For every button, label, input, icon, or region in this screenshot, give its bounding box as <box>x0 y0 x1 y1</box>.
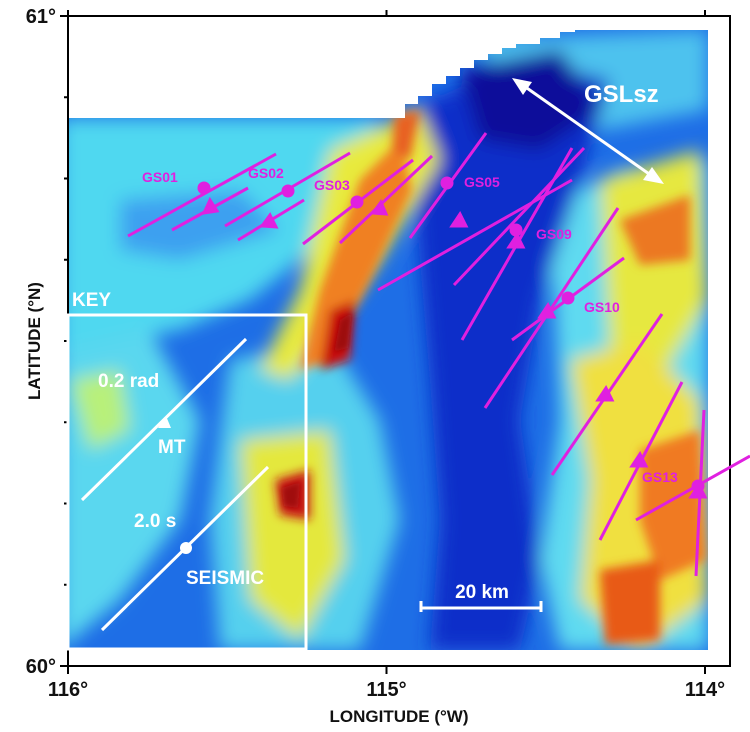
seismic-bar-gs01 <box>127 152 277 238</box>
key-seismic-value: 2.0 s <box>134 511 176 532</box>
mt-bar-gs03 <box>338 154 434 245</box>
seismic-dot-gs02 <box>281 184 295 198</box>
mt-triangle-station-e2 <box>629 451 649 468</box>
x-tick-label-0: 116° <box>48 679 88 701</box>
heatmap <box>68 30 708 650</box>
y-tick-label-0: 61° <box>26 6 56 28</box>
seismic-dot-gs03 <box>350 195 364 209</box>
mt-bar-gs10 <box>483 207 620 409</box>
mt-triangle-gs03 <box>370 198 389 216</box>
mt-triangle-gs13 <box>688 482 708 499</box>
gslsz-label: GSLsz <box>584 81 659 108</box>
station-markers: GS01 GS02 GS03 GS05 GS09 GS10 <box>127 132 750 577</box>
key-legend: KEY 0.2 rad MT 2.0 s SEISMIC <box>66 290 308 651</box>
mt-bar-gs05 <box>377 178 573 292</box>
seismic-bar-gs09 <box>452 146 586 287</box>
station-label-gs10: GS10 <box>584 299 620 315</box>
seismic-dot-gs09 <box>509 223 523 237</box>
gslsz-arrowhead-start <box>512 78 532 95</box>
gslsz-arrowhead-end <box>643 167 664 184</box>
scale-bar-label: 20 km <box>455 582 509 603</box>
key-seismic-label: SEISMIC <box>186 568 264 589</box>
mt-triangle-gs01 <box>201 196 220 215</box>
mt-triangle-gs02 <box>259 212 279 229</box>
x-tick-label-2: 114° <box>685 679 725 701</box>
gslsz-arrow <box>523 84 653 178</box>
station-label-gs02: GS02 <box>248 165 284 181</box>
mt-triangle-gs05 <box>449 211 469 228</box>
station-label-gs01: GS01 <box>142 169 178 185</box>
seismic-dot-gs05 <box>440 176 454 190</box>
key-seismic-dot <box>180 542 192 554</box>
mt-triangle-station-e1 <box>595 385 615 402</box>
key-box <box>66 313 308 651</box>
seismic-dot-gs01 <box>197 181 211 195</box>
gslsz-annotation: GSLsz <box>512 78 664 184</box>
station-label-gs09: GS09 <box>536 226 572 242</box>
x-tick-label-1: 115° <box>366 679 406 701</box>
key-mt-triangle <box>158 416 171 428</box>
station-label-gs03: GS03 <box>314 177 350 193</box>
tick-labels: 116° 115° 114° 61° 60° <box>26 6 725 701</box>
mt-triangle-gs09 <box>506 232 526 249</box>
key-mt-value: 0.2 rad <box>98 371 159 392</box>
key-mt-label: MT <box>158 437 186 458</box>
key-title: KEY <box>72 290 111 311</box>
station-label-gs05: GS05 <box>464 174 500 190</box>
mt-triangle-gs10 <box>537 302 557 319</box>
scale-bar: 20 km <box>419 582 543 612</box>
y-axis-label: LATITUDE (°N) <box>25 282 44 400</box>
y-tick-label-1: 60° <box>26 656 56 678</box>
seismic-dot-gs10 <box>561 291 575 305</box>
station-label-gs13: GS13 <box>642 469 678 485</box>
x-axis-label: LONGITUDE (°W) <box>330 707 469 726</box>
